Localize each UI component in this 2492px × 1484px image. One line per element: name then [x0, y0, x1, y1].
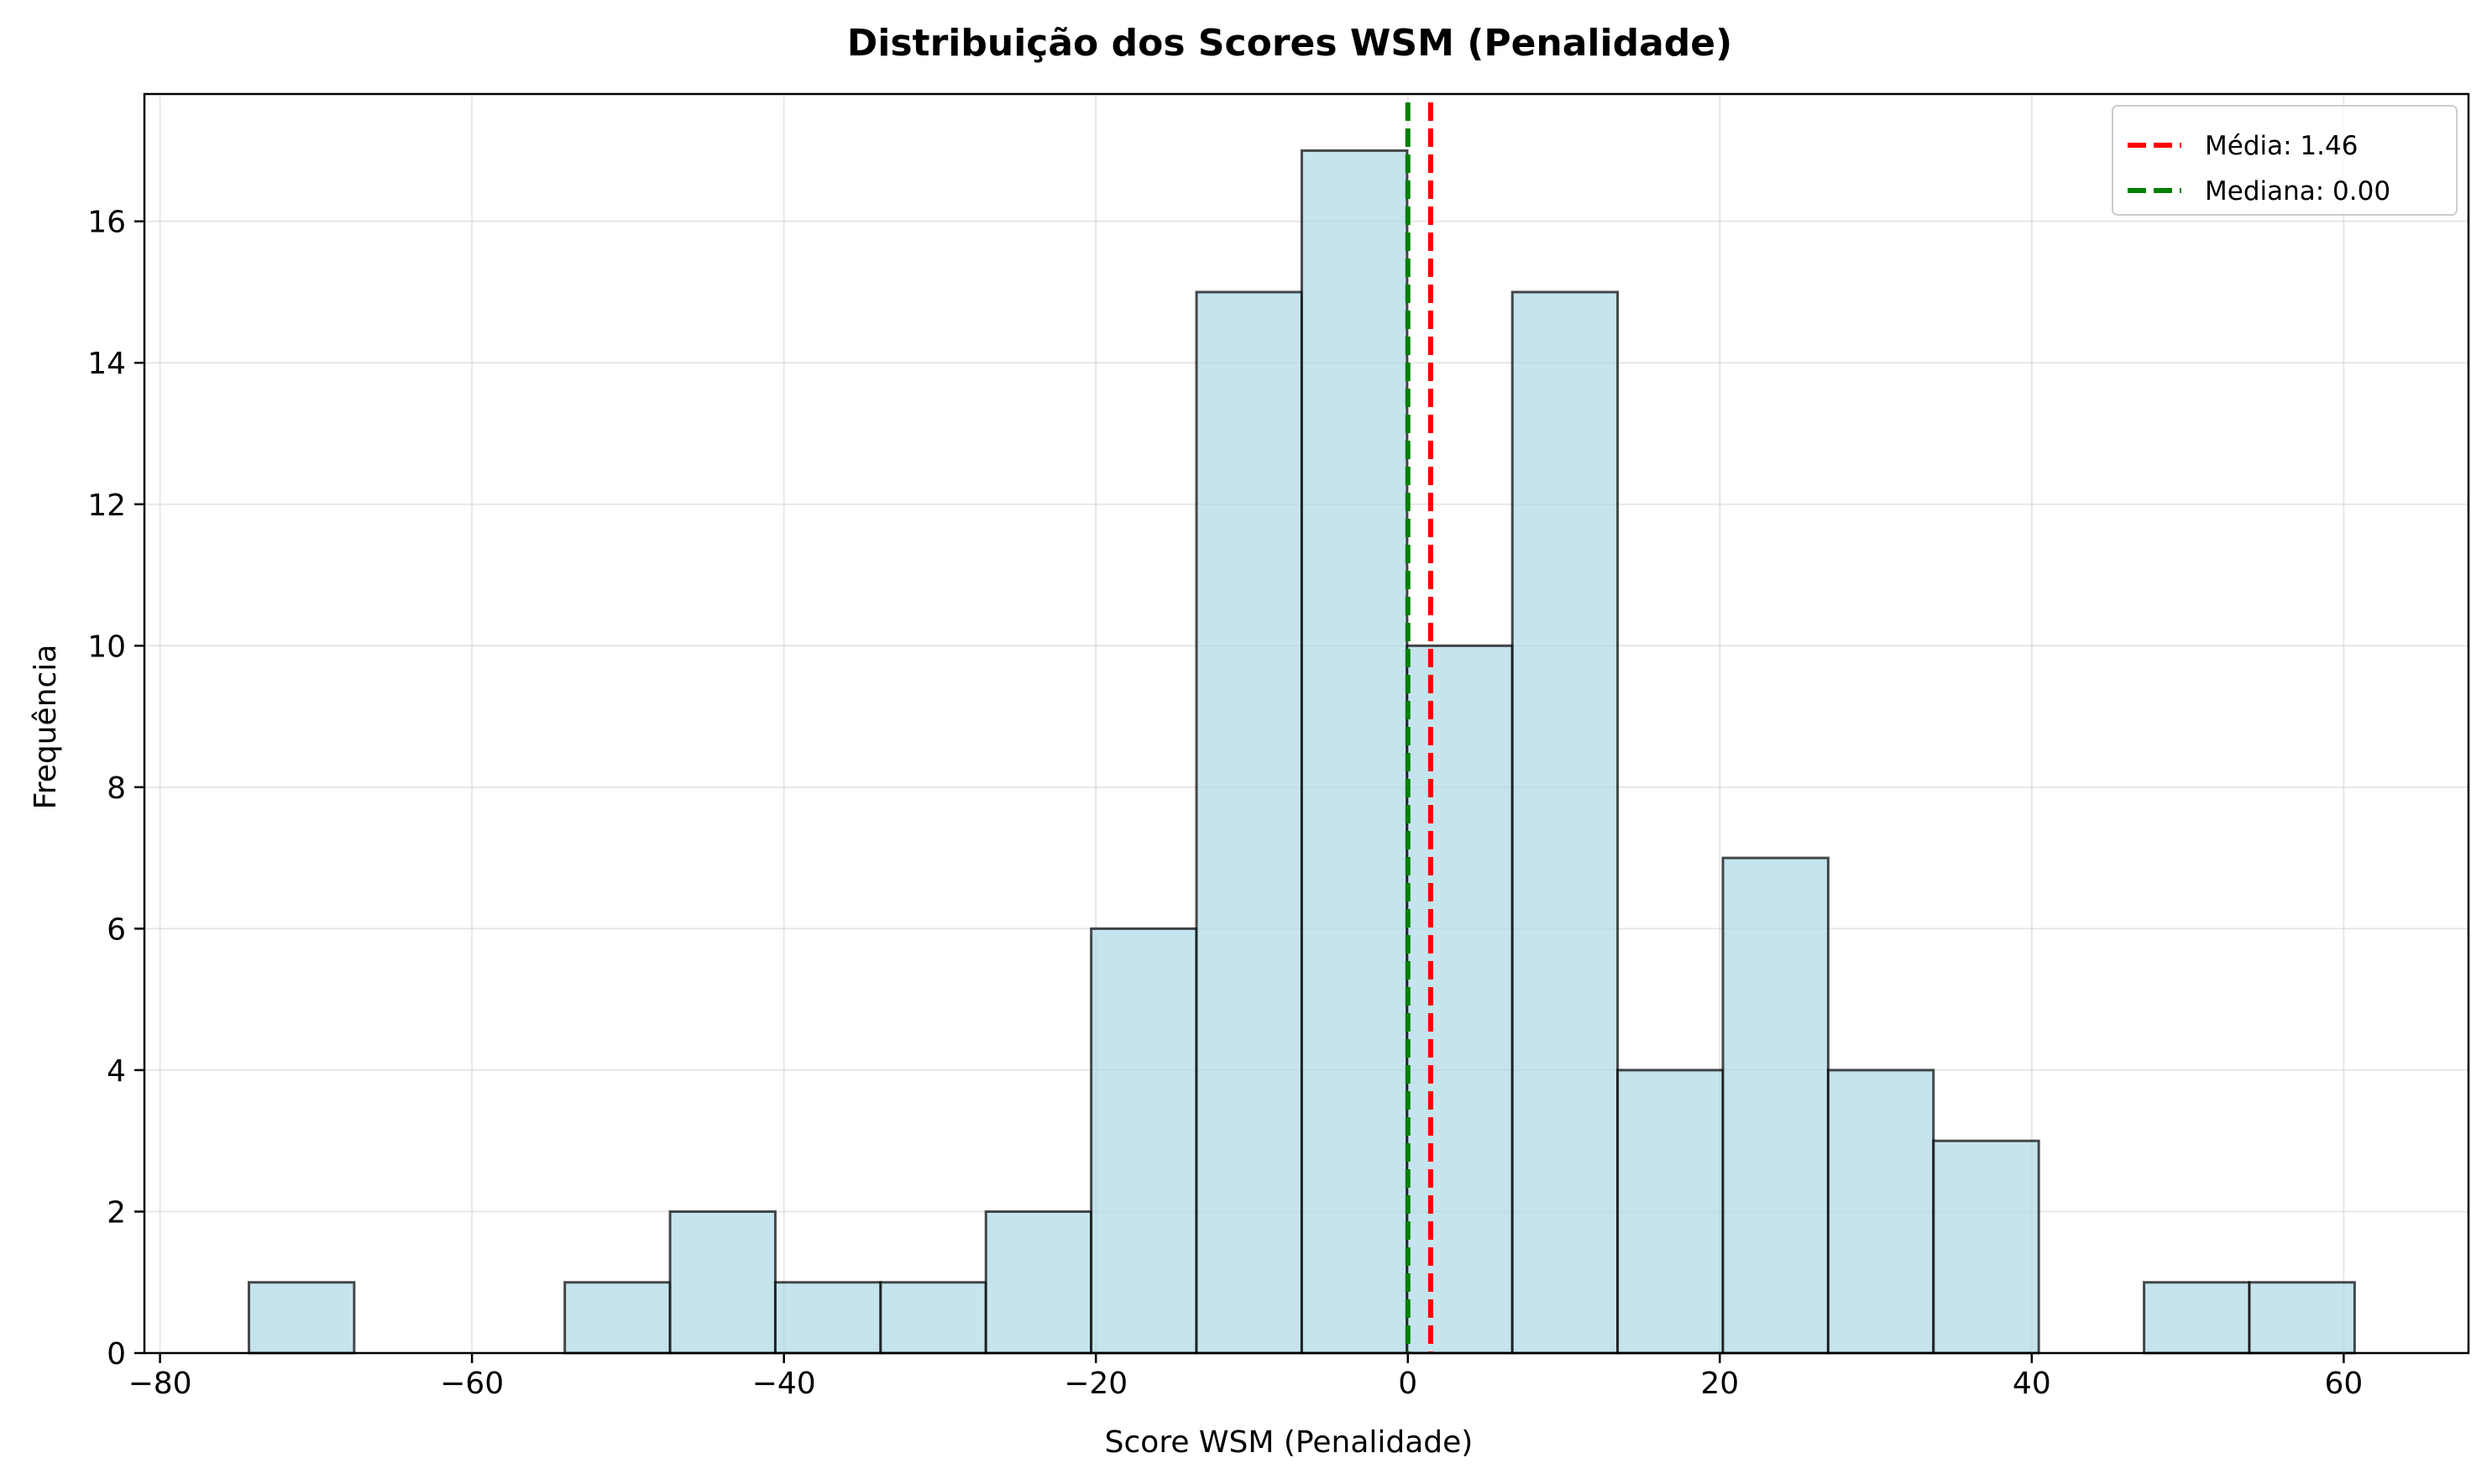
histogram-bar: [1616, 1069, 1725, 1355]
x-tick-label: −80: [128, 1366, 192, 1401]
histogram-bar: [984, 1210, 1093, 1355]
histogram-bar: [1406, 644, 1514, 1355]
x-axis-ticks: −80 −60 −40 −20 0 20 40 60: [128, 1353, 2363, 1401]
x-axis-label: Score WSM (Penalidade): [1105, 1425, 1474, 1460]
y-axis-label: Frequência: [29, 645, 63, 810]
plot-frame: [143, 92, 2470, 1355]
x-tick-label: 40: [2013, 1366, 2051, 1401]
x-tick-label: 60: [2324, 1366, 2363, 1401]
legend: Média: 1.46 Mediana: 0.00: [2112, 105, 2458, 216]
histogram-bar: [247, 1281, 356, 1355]
x-tick-label: 20: [1700, 1366, 1739, 1401]
histogram-bar: [2248, 1281, 2356, 1355]
histogram-bar: [879, 1281, 987, 1355]
y-axis-ticks: 0 2 4 6 8 10 12 14 16: [87, 206, 144, 1372]
y-tick-label: 4: [107, 1054, 126, 1089]
histogram-bar: [2143, 1281, 2251, 1355]
chart-title: Distribuição dos Scores WSM (Penalidade): [847, 22, 1732, 65]
histogram-bar: [773, 1281, 882, 1355]
x-tick-label: −60: [440, 1366, 504, 1401]
y-tick-label: 14: [87, 347, 126, 381]
y-tick-label: 10: [87, 630, 126, 664]
legend-box: [2112, 105, 2458, 216]
histogram-bar: [668, 1210, 777, 1355]
histogram-bar: [1932, 1139, 2040, 1355]
legend-label-mean: Média: 1.46: [2205, 131, 2358, 161]
histogram-bar: [1721, 856, 1830, 1355]
y-tick-label: 12: [87, 489, 126, 523]
reference-lines-layer: [1405, 102, 1433, 1353]
histogram-bar: [563, 1281, 672, 1355]
bars-layer: [247, 149, 2356, 1355]
histogram-bar: [1826, 1069, 1935, 1355]
y-tick-label: 6: [107, 912, 126, 947]
x-tick-label: −20: [1064, 1366, 1128, 1401]
y-tick-label: 0: [107, 1337, 126, 1372]
x-tick-label: −40: [752, 1366, 816, 1401]
y-tick-label: 8: [107, 771, 126, 806]
histogram-bar: [1195, 290, 1303, 1355]
y-tick-label: 16: [87, 206, 126, 240]
histogram-bar: [1090, 927, 1198, 1355]
legend-label-median: Mediana: 0.00: [2205, 176, 2390, 206]
histogram-bar: [1300, 149, 1409, 1355]
y-tick-label: 2: [107, 1195, 126, 1230]
histogram-bar: [1510, 290, 1620, 1355]
x-tick-label: 0: [1398, 1366, 1417, 1401]
